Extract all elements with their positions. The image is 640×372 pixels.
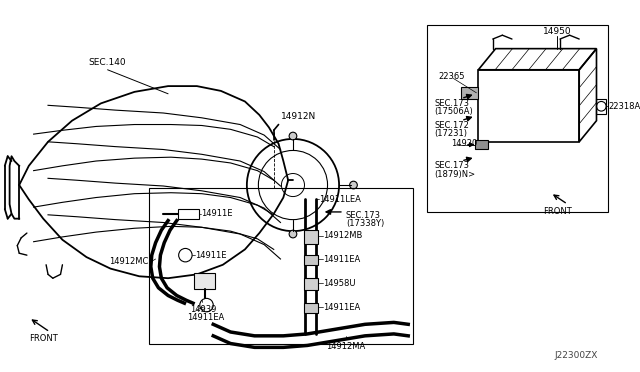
Text: (17506A): (17506A)	[434, 107, 473, 116]
Text: 22318A: 22318A	[608, 102, 640, 111]
Bar	[303, 230, 318, 244]
Text: 14912MA: 14912MA	[326, 341, 365, 350]
Bar	[596, 99, 606, 114]
Text: FRONT: FRONT	[29, 334, 58, 343]
Bar	[178, 209, 199, 219]
Text: (17338Y): (17338Y)	[346, 219, 384, 228]
Text: SEC.173: SEC.173	[346, 211, 381, 220]
Text: 14939: 14939	[190, 305, 216, 314]
Text: 22365: 22365	[438, 72, 465, 81]
Text: 14911E: 14911E	[201, 209, 232, 218]
Text: J22300ZX: J22300ZX	[554, 351, 598, 360]
Text: SEC.172: SEC.172	[434, 121, 469, 130]
Text: 14911LEA: 14911LEA	[319, 195, 361, 204]
Bar	[303, 255, 318, 265]
Bar	[149, 188, 413, 344]
Circle shape	[349, 181, 357, 189]
Bar	[303, 303, 318, 313]
Text: 14912MB: 14912MB	[323, 231, 362, 240]
Bar	[428, 25, 608, 212]
Text: 14911EA: 14911EA	[323, 302, 360, 311]
Text: (17231): (17231)	[434, 129, 467, 138]
Bar	[474, 140, 488, 150]
Bar	[303, 278, 318, 290]
Text: 14911EA: 14911EA	[188, 313, 225, 322]
Text: (1879)N>: (1879)N>	[434, 170, 476, 179]
Text: SEC.173: SEC.173	[434, 99, 469, 108]
Bar	[478, 70, 579, 142]
Text: 14911E: 14911E	[195, 251, 227, 260]
Text: 14920: 14920	[451, 139, 477, 148]
Text: 14950: 14950	[543, 26, 572, 36]
Text: 14912MC: 14912MC	[109, 257, 149, 266]
Text: SEC.140: SEC.140	[89, 58, 126, 67]
Text: 14911EA: 14911EA	[323, 254, 360, 263]
Text: FRONT: FRONT	[543, 207, 572, 216]
Bar	[194, 273, 215, 289]
Text: SEC.173: SEC.173	[434, 161, 469, 170]
Text: 14912N: 14912N	[280, 112, 316, 121]
Bar	[461, 87, 478, 99]
Text: 14958U: 14958U	[323, 279, 355, 288]
Circle shape	[289, 230, 297, 238]
Circle shape	[289, 132, 297, 140]
